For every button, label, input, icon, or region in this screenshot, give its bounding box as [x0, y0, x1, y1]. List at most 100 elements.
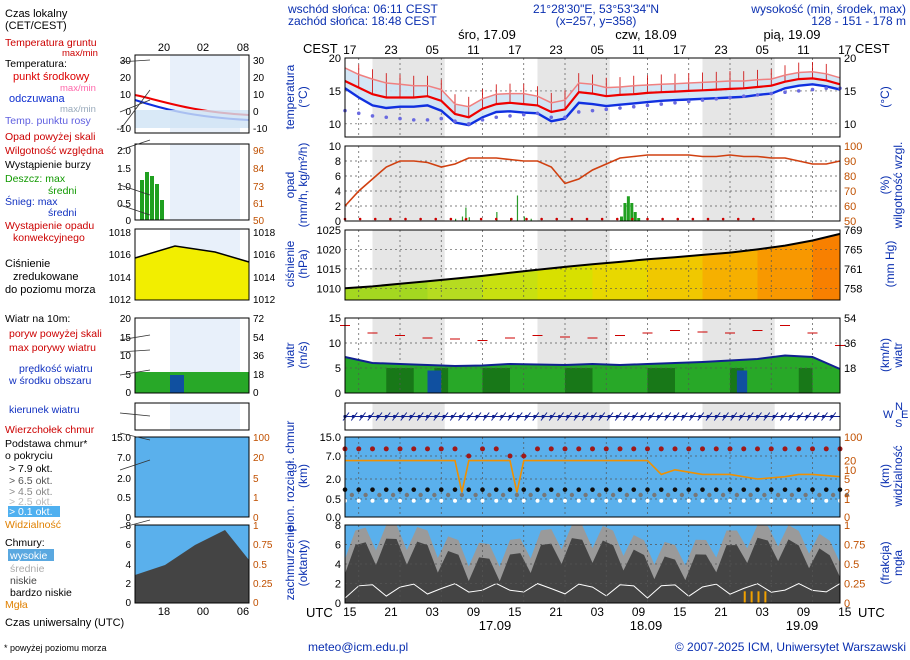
pressure-area: [482, 272, 510, 300]
precipitation-ytick: 2: [335, 201, 341, 213]
legend-mini-tick: 10: [120, 90, 132, 101]
cloud-base-dot-white: [521, 498, 526, 503]
cloud-base-dot-white: [508, 498, 512, 503]
cloud-base-dot-grey: [734, 492, 740, 498]
pressure-area: [510, 269, 538, 300]
legend-mini-htick: 73: [253, 182, 265, 193]
legend-mini-rain-bar: [160, 200, 164, 220]
legend-local-time: Czas lokalny: [5, 8, 68, 20]
legend-visibility: Widzialność: [5, 519, 61, 531]
legend-mini-wtick: 20: [120, 314, 132, 325]
pressure-mmhg-tick: 761: [844, 264, 862, 276]
cloud-base-dot-grey: [432, 492, 437, 498]
precipitation-ytick: 10: [329, 141, 341, 153]
dewpoint-dot: [411, 118, 416, 122]
cloud-base-dot: [658, 487, 664, 492]
cloud-base-dot: [741, 487, 747, 492]
cloud-top-dot: [370, 446, 375, 452]
dewpoint-dot: [728, 95, 732, 100]
cloud-base-dot-grey: [500, 492, 506, 498]
cloud-base-dot-white: [604, 498, 609, 503]
legend-mini-frame: [134, 524, 250, 604]
precipitation-ytick-right: 70: [844, 186, 856, 198]
wind-dir-dot: [425, 414, 430, 419]
contact-email[interactable]: meteo@icm.edu.pl: [308, 640, 408, 654]
legend-mini-wtick: 15: [120, 333, 132, 344]
temperature-ytick-right: 20: [844, 53, 856, 65]
cloud-base-dot: [452, 487, 458, 492]
legend-mini-cctick-right: 0.25: [253, 579, 273, 590]
pressure-line: [344, 232, 841, 290]
wind-dir-dot: [755, 414, 760, 419]
pressure-area: [620, 259, 648, 300]
wind-dir-dot: [764, 414, 768, 419]
legend-apparent: odczuwana: [9, 93, 66, 105]
pressure-mmhg-tick: 758: [844, 283, 862, 295]
pressure-frame: [344, 229, 841, 301]
legend-mini-ptick: 1016: [109, 250, 132, 261]
cloud-cover-ytick: 4: [335, 559, 341, 571]
legend-mini-frame: [134, 228, 250, 301]
cloud-top-dot: [768, 446, 774, 452]
pressure-area: [702, 252, 730, 300]
temperature-mid-line: [344, 77, 841, 119]
wind-ytick: 0: [335, 388, 341, 400]
cloud-base-ytick: 0.0: [326, 512, 341, 524]
wind-dark-stripe: [565, 368, 593, 393]
top-hours: 17 23 05 11 17 23 05 11 17 23 05 11 17: [343, 43, 852, 57]
legend-mini-ptick-right: 1014: [253, 273, 276, 284]
cloud-cover-ytick: 2: [335, 579, 341, 591]
convective-dot: [555, 217, 559, 221]
dewpoint-dot: [535, 111, 540, 116]
dewpoint-dot: [645, 103, 650, 108]
wind-dir-dot: [434, 414, 438, 419]
precipitation-night-2: [702, 146, 775, 221]
cloud-base-dot: [700, 487, 705, 492]
legend-temp: Temperatura:: [5, 58, 67, 70]
legend-wind-speed-1: prędkość wiatru: [19, 363, 93, 375]
legend-connector: [119, 139, 151, 151]
convective-dot: [525, 217, 528, 221]
legend-mini-cctick-right: 0.5: [253, 560, 267, 571]
wind-dir-dot: [376, 414, 380, 419]
top-hour-label: 23: [549, 43, 563, 57]
legend-mini-wtick-right: 72: [253, 314, 265, 325]
legend-rain-mean: średni: [48, 185, 77, 197]
legend-local-time-tz: (CET/CEST): [5, 20, 67, 32]
legend-mini-tick: -10: [117, 124, 132, 135]
legend-connector: [119, 369, 151, 376]
rain-bar-small: [530, 218, 532, 221]
legend-mini-frame: [134, 402, 250, 431]
visibility-tick: 100: [844, 432, 862, 444]
legend-mini-cloudbase: [135, 437, 249, 517]
cloud-base-ytick: 0.5: [326, 494, 341, 506]
legend-mini-night: [170, 144, 240, 220]
cloud-top-dot: [466, 453, 472, 459]
rain-bar-small: [496, 212, 498, 221]
wind-dir-dot: [821, 414, 826, 419]
legend-mini-cbtick-right: 100: [253, 433, 270, 444]
bottom-hour-label: 15: [343, 605, 357, 619]
wind-dir-dot: [632, 414, 636, 419]
visibility-tick: 0: [844, 512, 850, 524]
cloud-base-dot-white: [563, 498, 567, 503]
bottom-hour-label: 03: [426, 605, 440, 619]
wind-dir-dot: [392, 414, 397, 419]
cloud-base-dot: [686, 487, 692, 492]
dewpoint-dot: [741, 94, 746, 98]
cloud-top-dot: [507, 453, 513, 459]
cloud-base-dot-white: [480, 498, 485, 503]
legend-mini-prtick: 1.0: [117, 182, 131, 193]
wind-dir-dot: [797, 414, 801, 419]
grid-text: (x=257, y=358): [556, 14, 637, 28]
rain-bar-small: [461, 216, 464, 221]
dewpoint-dot: [466, 122, 471, 126]
day-label-3: pią, 19.09: [763, 27, 820, 42]
bottom-hour-label: 03: [756, 605, 770, 619]
cloud-base-dot: [713, 487, 719, 492]
fog-bar: [750, 591, 753, 603]
cloud-top-dot: [383, 446, 389, 452]
legend-cl-mid: średnie: [10, 563, 45, 575]
wind-dir-dot: [698, 414, 702, 419]
